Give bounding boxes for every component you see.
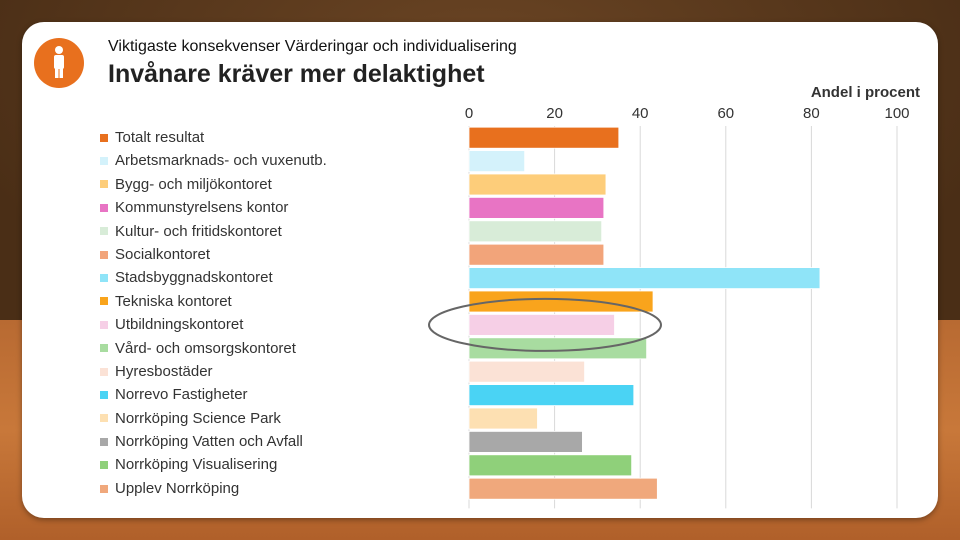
legend-label: Kultur- och fritidskontoret [115,222,282,240]
x-tick-label: 40 [632,105,649,122]
legend-item: Hyresbostäder [100,360,440,383]
x-tick-label: 60 [717,105,734,122]
bar [468,384,635,407]
legend-label: Vård- och omsorgskontoret [115,339,296,357]
legend-label: Upplev Norrköping [115,479,240,497]
legend-item: Norrköping Vatten och Avfall [100,430,440,453]
legend-swatch [100,390,108,399]
legend-swatch [100,414,108,423]
legend-label: Norrköping Science Park [115,409,281,427]
bar [468,313,615,336]
legend-item: Totalt resultat [100,126,440,149]
legend-swatch [100,180,108,189]
legend-swatch [100,227,108,236]
legend-swatch [100,320,108,329]
bar [468,150,526,173]
chart-legend: Totalt resultat Arbetsmarknads- och vuxen… [100,126,440,500]
legend-swatch [100,367,108,376]
legend-swatch [100,437,108,446]
legend-label: Totalt resultat [115,129,205,146]
legend-swatch [100,461,108,470]
legend-item: Upplev Norrköping [100,477,440,500]
legend-label: Tekniska kontoret [115,292,232,310]
legend-item: Bygg- och miljökontoret [100,173,440,196]
legend-swatch [100,250,108,259]
bar [468,126,620,149]
legend-item: Stadsbyggnadskontoret [100,266,440,289]
bar [468,360,585,383]
x-tick-label: 0 [465,105,473,122]
legend-item: Vård- och omsorgskontoret [100,337,440,360]
person-icon [54,46,64,78]
legend-item: Socialkontoret [100,243,440,266]
legend-label: Arbetsmarknads- och vuxenutb. [115,152,327,170]
legend-item: Kommunstyrelsens kontor [100,196,440,219]
slide-title: Invånare kräver mer delaktighet [108,60,485,88]
legend-label: Stadsbyggnadskontoret [115,269,273,287]
bar [468,430,583,453]
bar [468,267,821,290]
legend-swatch [100,484,108,493]
bar [468,454,633,477]
legend-item: Norrköping Visualisering [100,453,440,476]
legend-swatch [100,297,108,306]
bar [468,337,648,360]
legend-label: Bygg- och miljökontoret [115,175,272,193]
legend-swatch [100,344,108,353]
legend-label: Norrevo Fastigheter [115,386,248,404]
legend-label: Socialkontoret [115,245,211,263]
legend-label: Kommunstyrelsens kontor [115,199,289,217]
person-badge [34,38,84,88]
bar [468,243,605,266]
legend-item: Norrevo Fastigheter [100,383,440,406]
x-tick-label: 20 [546,105,563,122]
legend-swatch [100,157,108,166]
axis-unit-label: Andel i procent [810,84,920,101]
legend-swatch [100,203,108,212]
x-tick-label: 100 [884,105,909,122]
legend-swatch [100,274,108,283]
legend-item: Kultur- och fritidskontoret [100,220,440,243]
legend-item: Tekniska kontoret [100,290,440,313]
slide-subtitle: Viktigaste konsekvenser Värderingar och … [108,38,517,55]
bar [468,407,538,430]
legend-label: Hyresbostäder [115,362,213,380]
x-tick-label: 80 [803,105,820,122]
legend-label: Norrköping Visualisering [115,456,278,474]
bar [468,173,607,196]
bar [468,477,658,500]
highlight-ellipse [428,297,662,352]
legend-swatch [100,133,108,142]
bar [468,196,605,219]
bar [468,220,603,243]
legend-item: Utbildningskontoret [100,313,440,336]
bar [468,290,654,313]
legend-item: Arbetsmarknads- och vuxenutb. [100,149,440,172]
legend-item: Norrköping Science Park [100,407,440,430]
legend-label: Utbildningskontoret [115,316,244,334]
legend-label: Norrköping Vatten och Avfall [115,433,303,451]
